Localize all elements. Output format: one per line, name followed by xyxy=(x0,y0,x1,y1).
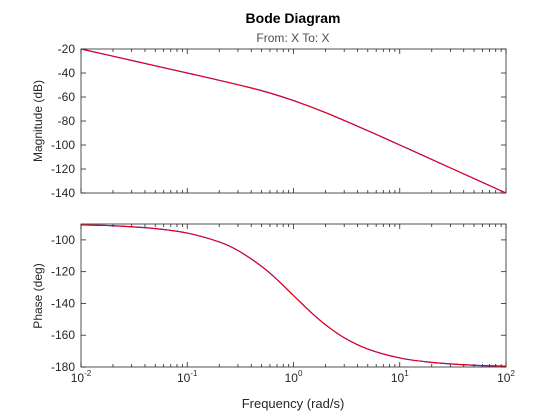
y-tick-label: -120 xyxy=(51,162,75,176)
frequency-axis-label: Frequency (rad/s) xyxy=(242,396,345,411)
x-tick-label: 100 xyxy=(285,369,303,385)
magnitude-series-line xyxy=(80,48,507,194)
y-tick-label: -160 xyxy=(51,328,75,342)
x-tick-label: 10-1 xyxy=(177,369,198,385)
y-tick-label: -40 xyxy=(58,66,76,80)
magnitude-panel: -20 -40 -60 -80 -100 -120 -140 xyxy=(51,42,507,200)
x-tick-label: 101 xyxy=(391,369,409,385)
magnitude-axis-label: Magnitude (dB) xyxy=(31,80,45,162)
phase-axis-label: Phase (deg) xyxy=(31,263,45,328)
y-tick-label: -100 xyxy=(51,138,75,152)
chart-title: Bode Diagram xyxy=(246,10,341,26)
y-tick-label: -120 xyxy=(51,265,75,279)
y-tick-label: -60 xyxy=(58,90,76,104)
chart-subtitle: From: X To: X xyxy=(256,31,329,45)
phase-series-line xyxy=(80,224,507,367)
y-tick-label: -80 xyxy=(58,114,76,128)
y-tick-label: -100 xyxy=(51,233,75,247)
plot-frame xyxy=(80,48,507,194)
y-tick-label: -140 xyxy=(51,296,75,310)
y-tick-label: -20 xyxy=(58,42,76,56)
x-tick-label: 10-2 xyxy=(71,369,92,385)
x-tick-label: 102 xyxy=(497,369,515,385)
y-tick-label: -180 xyxy=(51,360,75,374)
y-tick-label: -140 xyxy=(51,186,75,200)
